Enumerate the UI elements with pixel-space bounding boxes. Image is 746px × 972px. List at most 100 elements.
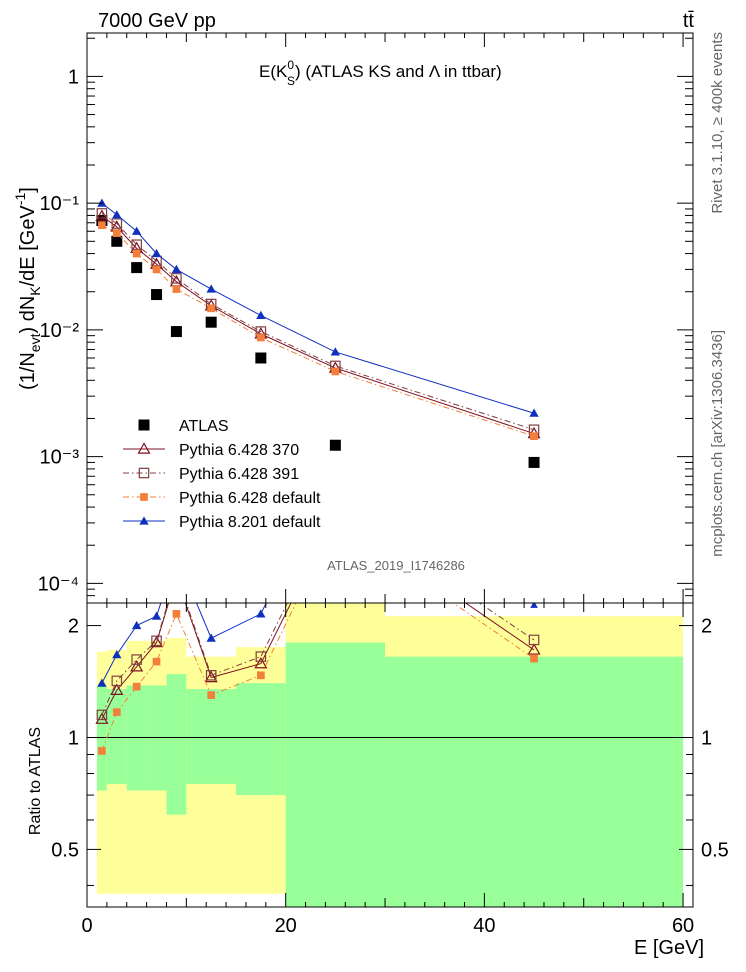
- data-marker: [98, 221, 106, 230]
- ratio-marker: [254, 656, 268, 669]
- y-tick-label: 10⁻⁴: [38, 573, 79, 595]
- y-tick-label: 10⁻²: [40, 320, 80, 342]
- data-marker: [112, 210, 122, 219]
- legend-marker: [138, 419, 150, 431]
- header-energy-label: 7000 GeV pp: [98, 10, 216, 32]
- legend-label: Pythia 6.428 default: [179, 490, 321, 507]
- ratio-marker: [112, 650, 122, 659]
- series-line-2: [101, 212, 535, 431]
- analysis-tag: ATLAS_2019_I1746286: [327, 558, 465, 573]
- legend-label: Pythia 6.428 391: [179, 466, 299, 483]
- ratio-marker: [151, 611, 162, 620]
- data-marker: [171, 273, 182, 284]
- ratio-marker: [131, 654, 142, 665]
- ratio-series-layer: [95, 603, 541, 755]
- data-marker: [111, 218, 123, 229]
- y-axis-label: (1/Nevt) dNK/dE [GeV-1]: [12, 187, 43, 390]
- main-frame: [86, 32, 694, 604]
- ylabel-part-d: ]: [17, 187, 39, 193]
- ratio-marker: [204, 670, 218, 683]
- ratio-marker: [96, 709, 108, 721]
- data-marker: [97, 198, 107, 207]
- data-marker: [171, 264, 182, 273]
- x-axis-label: E [GeV]: [634, 937, 704, 959]
- ratio-band-green: [96, 685, 107, 791]
- title-sub: S: [287, 74, 295, 88]
- ratio-marker: [206, 633, 216, 642]
- ratio-uncertainty-bands: [87, 603, 693, 907]
- legend-label: Pythia 6.428 370: [179, 442, 299, 459]
- data-marker: [131, 239, 142, 250]
- data-marker: [329, 439, 341, 451]
- ratio-marker: [132, 682, 141, 691]
- data-marker: [131, 262, 143, 274]
- series-line-3: [101, 224, 535, 437]
- legend-marker: [139, 516, 149, 525]
- legend-label: ATLAS: [179, 418, 229, 435]
- data-marker: [131, 226, 142, 235]
- ratio-y-axis-label: Ratio to ATLAS: [27, 727, 44, 835]
- ratio-marker: [207, 691, 216, 699]
- x-tick-label: 20: [275, 915, 297, 937]
- data-marker: [152, 265, 161, 274]
- ratio-band-green: [236, 683, 286, 796]
- ratio-marker: [97, 678, 107, 687]
- ratio-marker: [110, 683, 124, 695]
- ylabel-sup: -1: [12, 193, 28, 206]
- ratio-marker: [255, 651, 267, 662]
- ratio-tick-label-right: 1: [701, 727, 712, 749]
- legend-marker: [138, 467, 150, 479]
- title-sup: 0: [287, 58, 294, 72]
- legend-label: Pythia 8.201 default: [179, 514, 321, 531]
- ylabel-sub-evt: evt: [27, 333, 43, 352]
- data-marker: [255, 352, 267, 364]
- y-tick-label: 1: [68, 66, 79, 88]
- ylabel-part-a: (1/N: [17, 352, 39, 390]
- ratio-marker: [256, 609, 266, 618]
- ratio-marker: [530, 654, 538, 663]
- data-marker: [151, 289, 163, 301]
- data-marker: [111, 235, 123, 247]
- series-line-1: [101, 215, 535, 435]
- main-series-layer: [95, 198, 541, 468]
- ratio-marker: [150, 635, 164, 648]
- data-marker: [205, 316, 217, 328]
- ratio-marker: [527, 643, 541, 655]
- ratio-line-0: [101, 603, 535, 720]
- title-rest: ) (ATLAS KS and Λ in ttbar): [295, 62, 502, 81]
- ratio-tick-label-left: 0.5: [51, 839, 79, 861]
- series-line-4: [101, 202, 535, 414]
- y-tick-label: 10⁻¹: [40, 193, 80, 215]
- data-marker: [170, 326, 182, 338]
- data-marker: [207, 304, 216, 313]
- ratio-marker: [257, 671, 265, 680]
- x-tick-label: 0: [81, 915, 92, 937]
- ratio-tick-label-left: 1: [68, 727, 79, 749]
- mcplots-label: mcplots.cern.ch [arXiv:1306.3436]: [709, 330, 726, 557]
- title-main: E(K: [259, 62, 288, 81]
- ratio-marker: [95, 712, 109, 724]
- ratio-marker: [205, 670, 217, 681]
- ratio-marker: [130, 660, 144, 672]
- ratio-marker: [131, 620, 142, 630]
- data-marker: [256, 310, 266, 320]
- ratio-band-green: [186, 689, 237, 784]
- ratio-marker: [152, 657, 161, 666]
- data-marker: [172, 285, 181, 293]
- ratio-line-3: [101, 603, 267, 684]
- data-marker: [331, 367, 340, 376]
- data-marker: [112, 229, 121, 237]
- ylabel-part-c: /dE [GeV: [17, 205, 39, 287]
- ratio-marker-offscale: [530, 603, 538, 608]
- y-tick-label: 10⁻³: [40, 447, 80, 469]
- legend-marker: [137, 442, 151, 454]
- ratio-tick-label-left: 2: [68, 616, 79, 638]
- data-marker: [206, 284, 216, 293]
- ratio-marker: [528, 634, 540, 646]
- ratio-band-green: [126, 685, 147, 791]
- legend-marker: [140, 493, 148, 501]
- ratio-band-green: [285, 642, 386, 907]
- ratio-band-green: [385, 656, 684, 907]
- ratio-band-green: [146, 685, 167, 791]
